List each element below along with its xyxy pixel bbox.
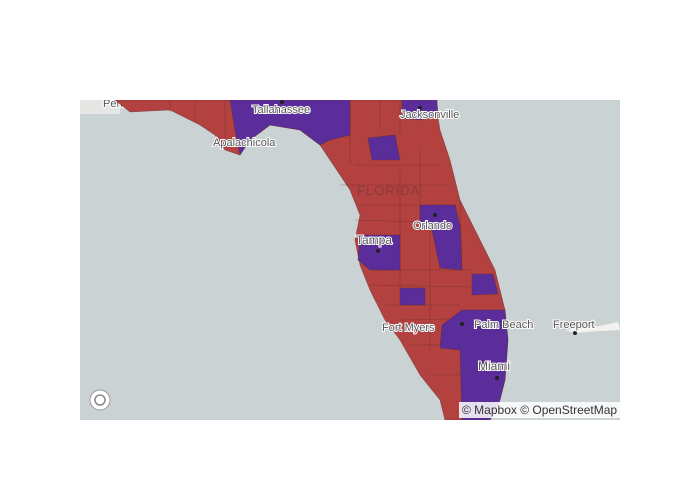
map-area[interactable]: Pensacola Tallahassee Jacksonville Apala… [80, 98, 620, 420]
attribution[interactable]: © Mapbox © OpenStreetMap [459, 402, 621, 418]
county [399, 287, 426, 306]
county [367, 134, 401, 161]
place-label: Apalachicola [213, 137, 276, 149]
place-label: Tampa [356, 233, 392, 247]
place-label: Fort Myers [382, 322, 435, 334]
place-label: Jacksonville [400, 109, 459, 121]
place-label: Freeport [553, 319, 595, 331]
place-label: Orlando [413, 220, 452, 232]
region-label: FLORIDA [357, 183, 420, 198]
florida [114, 100, 509, 420]
county [471, 273, 499, 296]
mapbox-logo[interactable] [89, 389, 111, 411]
bahamas [565, 322, 620, 333]
county [229, 100, 351, 156]
city-dots [280, 100, 577, 380]
county [419, 204, 463, 271]
place-label: Miami [478, 359, 510, 373]
county [439, 309, 509, 420]
place-label: Palm Beach [474, 319, 533, 331]
place-label: Tallahassee [252, 104, 310, 116]
land [80, 100, 120, 114]
